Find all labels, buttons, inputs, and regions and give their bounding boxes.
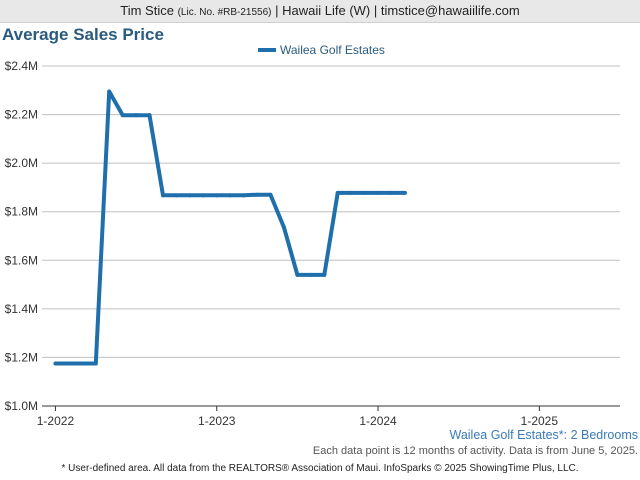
data-point [174,193,179,198]
y-tick-label: $1.6M [5,253,38,267]
agent-header-bar: Tim Stice (Lic. No. #RB-21556) | Hawaii … [0,0,640,23]
data-point [255,192,260,197]
data-point [228,193,233,198]
y-tick-label: $2.4M [5,59,38,73]
data-point [322,272,327,277]
data-point [160,193,165,198]
data-point [80,361,85,366]
data-point [214,193,219,198]
data-note: Each data point is 12 months of activity… [312,445,638,457]
data-point [201,193,206,198]
data-point [362,190,367,195]
data-point [93,361,98,366]
area-note: Wailea Golf Estates*: 2 Bedrooms [449,428,638,442]
data-point [107,89,112,94]
data-point [134,113,139,118]
data-point [120,113,125,118]
y-tick-label: $1.4M [5,302,38,316]
series-line [55,89,405,366]
x-tick-label: 1-2025 [521,414,559,425]
legend-label: Wailea Golf Estates [280,43,385,57]
agent-name: Tim Stice [120,3,174,18]
data-point [281,225,286,230]
y-tick-label: $1.0M [5,399,38,413]
data-point [187,193,192,198]
data-point [268,192,273,197]
data-point [389,190,394,195]
y-tick-label: $2.0M [5,156,38,170]
data-point [376,190,381,195]
y-tick-label: $1.2M [5,350,38,364]
x-tick-label: 1-2023 [198,414,236,425]
x-tick-label: 1-2022 [37,414,75,425]
data-point [335,190,340,195]
y-tick-label: $1.8M [5,205,38,219]
data-point [295,272,300,277]
data-point [53,361,58,366]
data-point [402,190,407,195]
data-point [66,361,71,366]
data-point [147,113,152,118]
chart-title: Average Sales Price [2,25,164,44]
disclaimer: * User-defined area. All data from the R… [61,463,579,474]
agent-contact: | Hawaii Life (W) | timstice@hawaiilife.… [271,3,520,18]
data-point [308,272,313,277]
x-tick-label: 1-2024 [359,414,397,425]
data-point [349,190,354,195]
line-chart: $1.0M $1.2M $1.4M $1.6M $1.8M $2.0M $2.2M $2.4M… [5,43,620,425]
y-tick-label: $2.2M [5,108,38,122]
agent-license: (Lic. No. #RB-21556) [177,7,272,18]
data-point [241,193,246,198]
